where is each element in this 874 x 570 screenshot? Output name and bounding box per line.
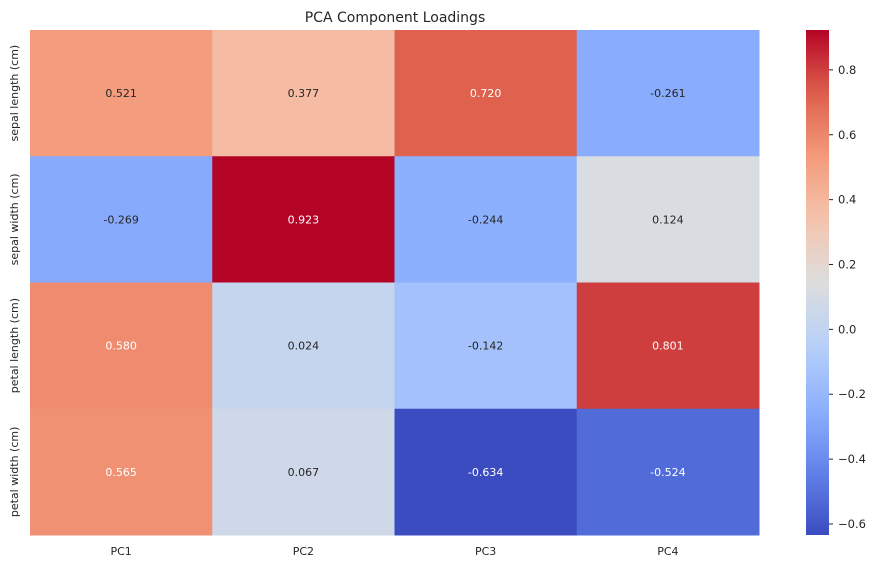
- heatmap-cell: [30, 30, 213, 157]
- y-tick-label: sepal length (cm): [8, 45, 21, 142]
- x-tick-label: PC2: [293, 545, 314, 558]
- colorbar: −0.6 −0.4 −0.2 0.0 0.2 0.4 0.6 0.8: [806, 30, 866, 535]
- heatmap-cell: [576, 408, 760, 536]
- colorbar-tick-label: −0.4: [838, 452, 866, 466]
- y-tick-label: petal length (cm): [8, 298, 21, 393]
- heatmap-cell: [212, 156, 395, 283]
- cell-value-label: 0.565: [105, 466, 137, 479]
- heatmap-cell: [212, 408, 395, 536]
- cell-value-label: -0.261: [650, 87, 685, 100]
- heatmap-cell: [212, 282, 395, 410]
- colorbar-tick-label: 0.0: [838, 322, 856, 336]
- cell-value-label: 0.024: [288, 340, 320, 353]
- heatmap-cells: 0.521 0.377 0.720 -0.261 -0.269 0.923 -0.244 0.…: [30, 30, 760, 536]
- y-tick-label: sepal width (cm): [8, 173, 21, 265]
- cell-value-label: 0.521: [105, 87, 137, 100]
- x-tick-label: PC3: [475, 545, 496, 558]
- cell-value-label: 0.067: [288, 466, 320, 479]
- cell-value-label: -0.269: [103, 213, 138, 226]
- colorbar-tick-label: −0.6: [838, 517, 866, 531]
- heatmap-cell: [212, 30, 395, 157]
- heatmap-cell: [394, 30, 578, 157]
- heatmap-cell: [394, 408, 578, 536]
- heatmap-cell: [394, 282, 578, 410]
- cell-value-label: 0.720: [470, 87, 502, 100]
- y-tick-label: petal width (cm): [8, 427, 21, 518]
- x-axis-ticks: PC1 PC2 PC3 PC4: [110, 545, 678, 558]
- colorbar-gradient: [806, 30, 829, 535]
- x-tick-label: PC1: [110, 545, 131, 558]
- cell-value-label: -0.142: [468, 340, 503, 353]
- colorbar-tick-label: 0.8: [838, 63, 856, 77]
- y-axis-ticks: sepal length (cm) sepal width (cm) petal l…: [8, 45, 21, 517]
- cell-value-label: -0.524: [650, 466, 685, 479]
- cell-value-label: 0.580: [105, 340, 137, 353]
- colorbar-tick-label: 0.4: [838, 193, 856, 207]
- heatmap-cell: [576, 30, 760, 157]
- colorbar-tick-label: 0.2: [838, 257, 856, 271]
- colorbar-tick-label: 0.6: [838, 128, 856, 142]
- heatmap-cell: [30, 408, 213, 536]
- cell-value-label: -0.244: [468, 213, 503, 226]
- heatmap-cell: [576, 282, 760, 410]
- x-tick-label: PC4: [657, 545, 678, 558]
- heatmap-cell: [394, 156, 578, 283]
- chart-title: PCA Component Loadings: [305, 10, 486, 26]
- cell-value-label: 0.801: [652, 340, 684, 353]
- cell-value-label: 0.377: [288, 87, 320, 100]
- heatmap-cell: [576, 156, 760, 283]
- cell-value-label: 0.923: [288, 213, 320, 226]
- cell-value-label: 0.124: [652, 213, 684, 226]
- heatmap-cell: [30, 156, 213, 283]
- heatmap-cell: [30, 282, 213, 410]
- cell-value-label: -0.634: [468, 466, 503, 479]
- colorbar-tick-label: −0.2: [838, 387, 866, 401]
